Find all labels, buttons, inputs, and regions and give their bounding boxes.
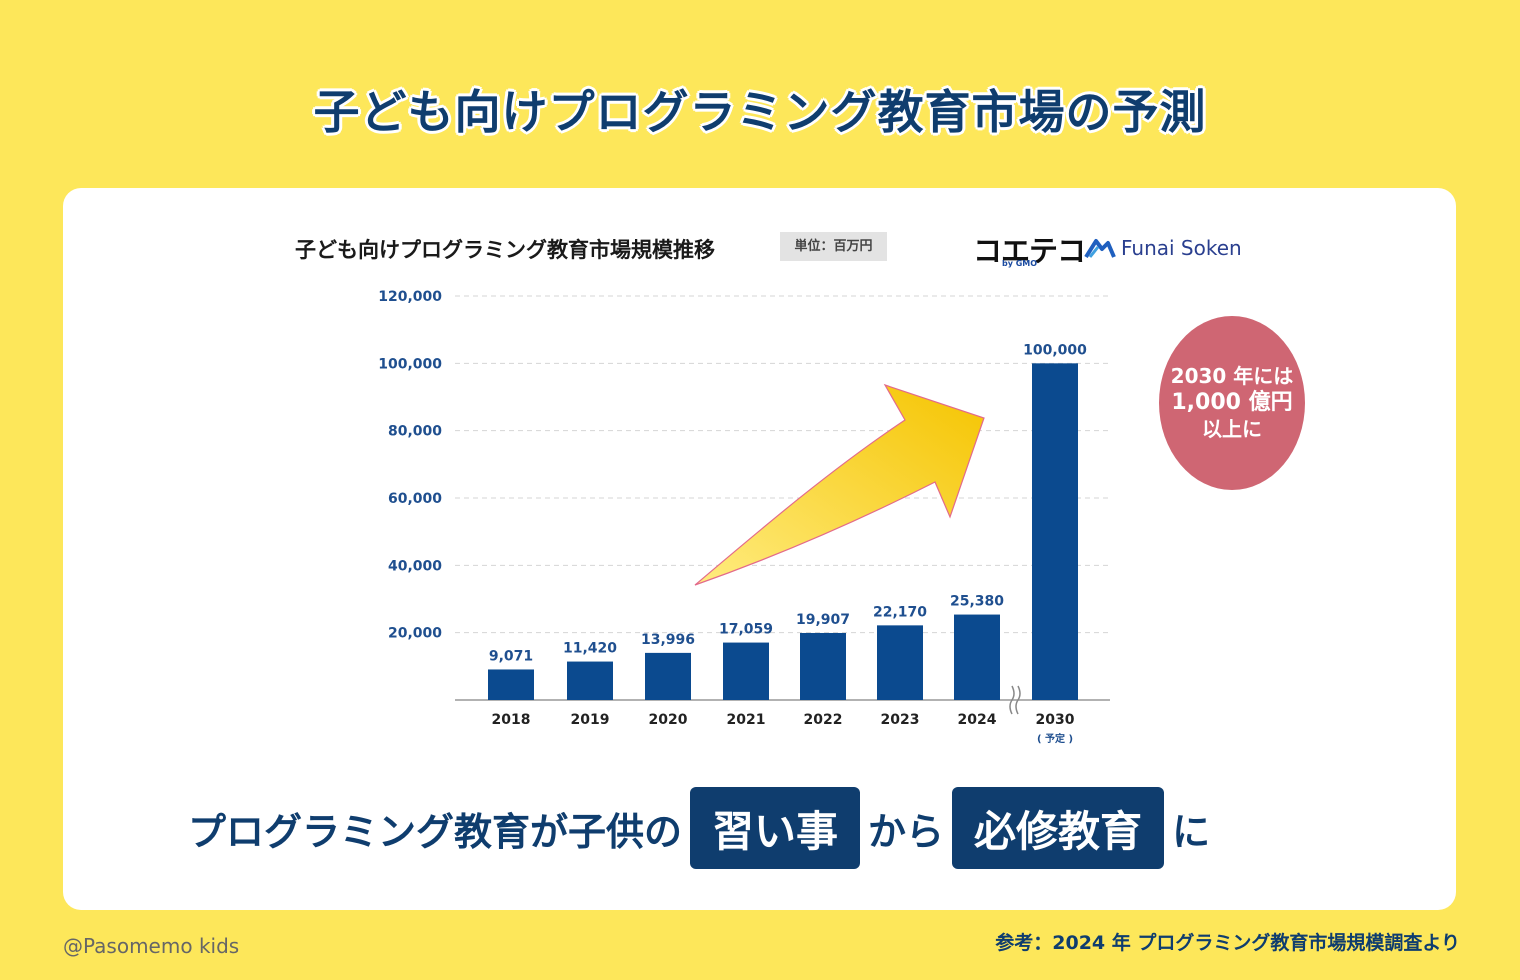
koetechi-logo: コエテコ [973,234,1086,268]
x-tick-label: 2023 [881,712,920,728]
bar [954,614,1000,700]
x-tick-label: 2022 [804,712,843,728]
bar [645,652,691,700]
headline-box-required: 必修教育 [952,787,1165,869]
x-tick-note: ( 予定 ) [1037,732,1073,745]
bar [800,632,846,700]
bar-value-label: 13,996 [641,632,695,648]
bar-value-label: 9,071 [489,648,533,664]
x-tick-label: 2019 [571,712,610,728]
bar-value-label: 25,380 [950,594,1004,610]
bar-value-label: 22,170 [873,604,927,620]
x-tick-label: 2024 [958,712,997,728]
headline-part-2: から [868,809,945,854]
funai-mark-icon [1084,239,1116,259]
bar-value-label: 11,420 [563,641,617,657]
badge-line-3: 以上に [1202,416,1262,441]
y-tick-label: 80,000 [388,424,442,440]
bar [877,625,923,700]
unit-label: 単位：百万円 [780,232,887,261]
page-title: 子ども向けプログラミング教育市場の予測 [313,85,1207,139]
funai-logo-text: Funai Soken [1121,236,1242,260]
bar [1032,363,1078,700]
headline-part-3: に [1172,809,1211,854]
bar [567,661,613,700]
chart-title: 子ども向けプログラミング教育市場規模推移 [295,238,715,262]
headline-box-hobby: 習い事 [690,787,861,869]
y-tick-label: 120,000 [378,289,442,305]
x-tick-label: 2021 [727,712,766,728]
headline-part-1: プログラミング教育が子供の [188,809,683,854]
headline: プログラミング教育が子供の 習い事 から 必修教育 に [188,787,1210,869]
axis-break-mark [1009,685,1015,715]
y-tick-label: 100,000 [378,356,442,372]
x-tick-label: 2030 [1036,712,1075,728]
badge-line-2: 1,000 億円 [1171,390,1293,416]
bar-value-label: 19,907 [796,612,850,628]
bar [723,642,769,700]
koetechi-logo-sub: by GMO [1002,259,1038,268]
bar [488,669,534,700]
bar-value-label: 100,000 [1023,342,1087,358]
y-tick-label: 20,000 [388,626,442,642]
credit-text: @Pasomemo kids [63,934,240,958]
axis-break-mark [1015,685,1021,715]
badge-line-1: 2030 年には [1170,364,1294,389]
y-tick-label: 60,000 [388,491,442,507]
y-tick-label: 40,000 [388,558,442,574]
bar-value-label: 17,059 [719,622,773,638]
growth-arrow [694,383,985,586]
forecast-badge: 2030 年には 1,000 億円 以上に [1159,316,1305,490]
source-note: 参考：2024 年 プログラミング教育市場規模調査より [995,932,1460,954]
x-tick-label: 2018 [492,712,531,728]
funai-soken-logo: Funai Soken [1084,236,1242,260]
x-tick-label: 2020 [649,712,688,728]
